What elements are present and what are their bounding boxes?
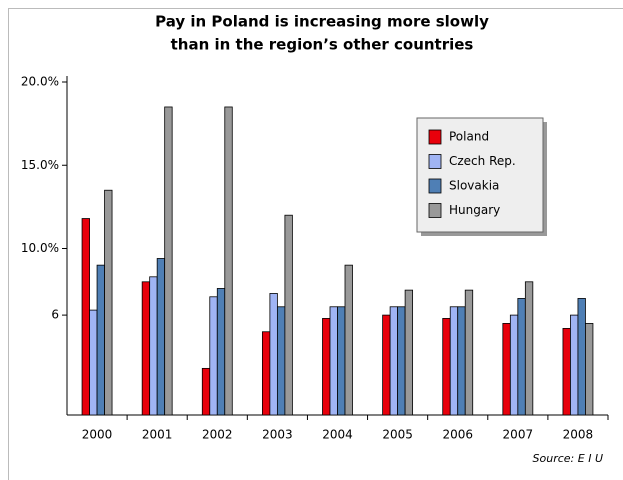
bar (269, 293, 278, 416)
bar (397, 306, 406, 416)
bar (81, 218, 90, 416)
bar (562, 328, 571, 416)
y-tick-label: 15.0% (21, 158, 59, 172)
y-tick-label: 10.0% (21, 241, 59, 255)
bar (224, 106, 233, 416)
y-tick-label: 20.0% (21, 75, 59, 89)
legend-label: Slovakia (449, 179, 499, 193)
bar (164, 106, 173, 416)
bar (201, 367, 211, 416)
x-tick-label: 2003 (262, 428, 293, 442)
y-tick-label: 6 (51, 308, 59, 322)
x-tick-label: 2002 (202, 428, 233, 442)
bar (329, 306, 338, 416)
source: Source: E I U (533, 452, 603, 465)
bar (577, 298, 586, 416)
bar (216, 288, 226, 416)
x-tick-label: 2004 (322, 428, 353, 442)
legend-swatch (428, 154, 442, 169)
bar (570, 314, 579, 416)
bar (156, 258, 166, 416)
bar (585, 323, 594, 416)
bar (344, 264, 353, 416)
bar (96, 264, 105, 416)
bar (149, 276, 158, 416)
frame (8, 8, 623, 480)
x-tick-label: 2005 (382, 428, 413, 442)
legend-swatch (428, 203, 442, 218)
legend-swatch (428, 129, 442, 145)
bar (209, 296, 218, 416)
bar (322, 318, 331, 416)
x-tick-label: 2007 (503, 428, 534, 442)
legend-swatch (428, 178, 442, 194)
bar (524, 281, 534, 416)
bar (464, 289, 474, 416)
x-tick-label: 2006 (442, 428, 473, 442)
chart-title: than in the region’s other countries (171, 36, 474, 54)
bar (404, 289, 414, 416)
bar (389, 306, 399, 416)
bar (509, 314, 519, 416)
bar (89, 309, 98, 416)
legend-label: Czech Rep. (449, 154, 516, 168)
bar (337, 306, 346, 416)
bar (442, 318, 451, 416)
bar (382, 314, 391, 416)
bar (457, 306, 466, 416)
bar (284, 214, 293, 416)
legend-label: Poland (449, 130, 489, 144)
bar (449, 306, 459, 416)
chart-title: Pay in Poland is increasing more slowly (155, 13, 489, 31)
bar (276, 306, 286, 416)
x-tick-label: 2008 (563, 428, 594, 442)
x-tick-label: 2000 (82, 428, 113, 442)
bar (502, 323, 511, 416)
x-tick-label: 2001 (142, 428, 173, 442)
bar (517, 298, 526, 416)
legend-label: Hungary (449, 203, 500, 217)
bar (104, 189, 113, 416)
bar (261, 331, 271, 416)
bar (141, 281, 151, 416)
